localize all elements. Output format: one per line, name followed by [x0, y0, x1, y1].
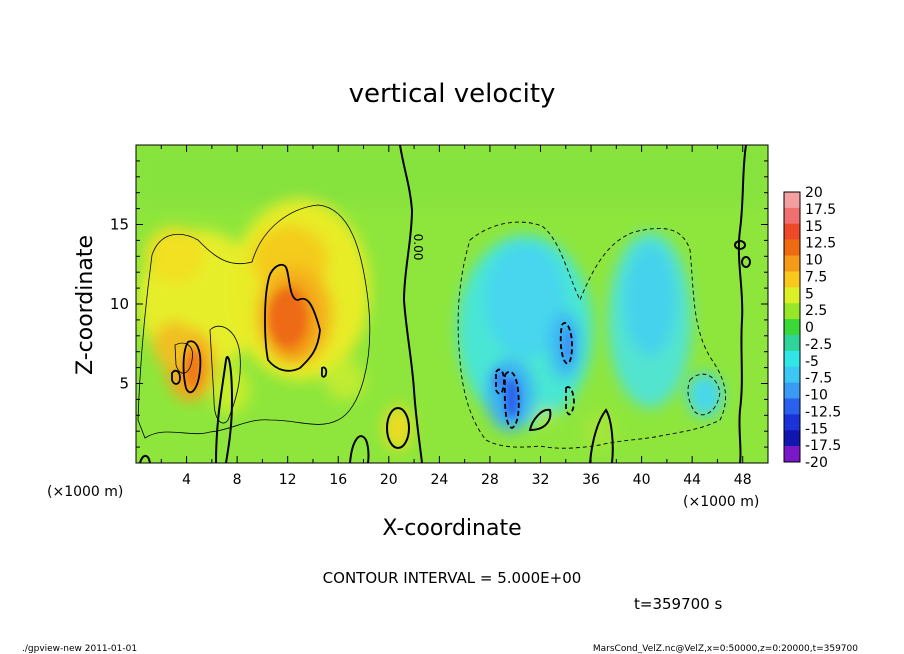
colorbar-swatch	[784, 366, 800, 383]
colorbar-label: -15	[805, 421, 828, 437]
colorbar-label: 15	[805, 219, 823, 235]
x-tick-label: 44	[683, 472, 701, 488]
colorbar-swatch	[784, 430, 800, 447]
x-unit-right: (×1000 m)	[683, 494, 759, 510]
contours-zero	[139, 145, 751, 463]
colorbar-swatch	[784, 287, 800, 304]
x-tick-label: 32	[532, 472, 550, 488]
x-tick-label: 4	[182, 472, 191, 488]
colorbar-swatch	[784, 239, 800, 256]
x-tick-label: 40	[633, 472, 651, 488]
chart-title: vertical velocity	[349, 79, 556, 109]
colorbar: 2017.51512.5107.552.50-2.5-5-7.5-10-12.5…	[783, 185, 841, 471]
plot-area: 0.00	[136, 145, 768, 463]
x-tick-label: 20	[380, 472, 398, 488]
x-tick-label: 8	[233, 472, 242, 488]
colorbar-label: -17.5	[805, 438, 841, 454]
colorbar-label: 17.5	[805, 202, 836, 218]
colorbar-label: -2.5	[805, 337, 832, 353]
x-unit-left: (×1000 m)	[47, 484, 123, 500]
x-tick-label: 48	[734, 472, 752, 488]
colorbar-swatch	[784, 446, 800, 463]
y-tick-label: 15	[110, 216, 129, 234]
colorbar-label: -7.5	[805, 371, 832, 387]
contours-negative	[457, 221, 726, 449]
colorbar-label: 0	[805, 320, 814, 336]
x-tick-label: 16	[329, 472, 347, 488]
x-tick-label: 24	[430, 472, 448, 488]
colorbar-label: 20	[805, 185, 823, 201]
colorbar-label: 5	[805, 286, 814, 302]
colorbar-label: 2.5	[805, 303, 827, 319]
colorbar-swatch	[784, 382, 800, 399]
contours-positive-10	[171, 263, 328, 394]
colorbar-label: -20	[805, 455, 828, 471]
colorbar-swatch	[784, 271, 800, 288]
colorbar-label: 7.5	[805, 269, 827, 285]
colorbar-label: -12.5	[805, 404, 841, 420]
colorbar-swatch	[784, 334, 800, 352]
colorbar-swatch	[784, 255, 800, 272]
y-axis-label: Z-coordinate	[73, 235, 98, 375]
contour-interval-text: CONTOUR INTERVAL = 5.000E+00	[323, 569, 582, 587]
contours-negative-10	[495, 322, 575, 429]
x-tick-label: 12	[279, 472, 297, 488]
time-text: t=359700 s	[634, 595, 722, 613]
x-tick-label: 28	[481, 472, 499, 488]
colorbar-swatch	[784, 319, 800, 336]
y-tick-label: 5	[119, 375, 129, 393]
colorbar-frame	[783, 191, 801, 463]
colorbar-swatch	[784, 414, 800, 431]
colorbar-label: -10	[805, 388, 828, 404]
colorbar-label: -5	[805, 354, 819, 370]
colorbar-swatch	[784, 303, 800, 320]
colorbar-swatch	[784, 350, 800, 368]
colorbar-swatch	[784, 398, 800, 415]
velocity-field	[136, 145, 768, 450]
colorbar-swatch	[784, 192, 800, 209]
colorbar-label: 12.5	[805, 236, 836, 252]
x-axis-label: X-coordinate	[382, 516, 521, 541]
contour-label: 0.00	[411, 234, 425, 261]
footer-right: MarsCond_VelZ.nc@VelZ,x=0:50000,z=0:2000…	[593, 644, 858, 654]
footer-left: ./gpview-new 2011-01-01	[22, 644, 137, 654]
colorbar-swatch	[784, 223, 800, 240]
y-tick-label: 10	[110, 295, 129, 313]
colorbar-label: 10	[805, 253, 823, 269]
y-axis: 5 10 15	[110, 160, 768, 448]
colorbar-swatch	[784, 207, 800, 225]
x-axis: 4 8 12 16 20 24 28 32 36 40 44 48	[160, 145, 752, 488]
x-tick-label: 36	[582, 472, 600, 488]
